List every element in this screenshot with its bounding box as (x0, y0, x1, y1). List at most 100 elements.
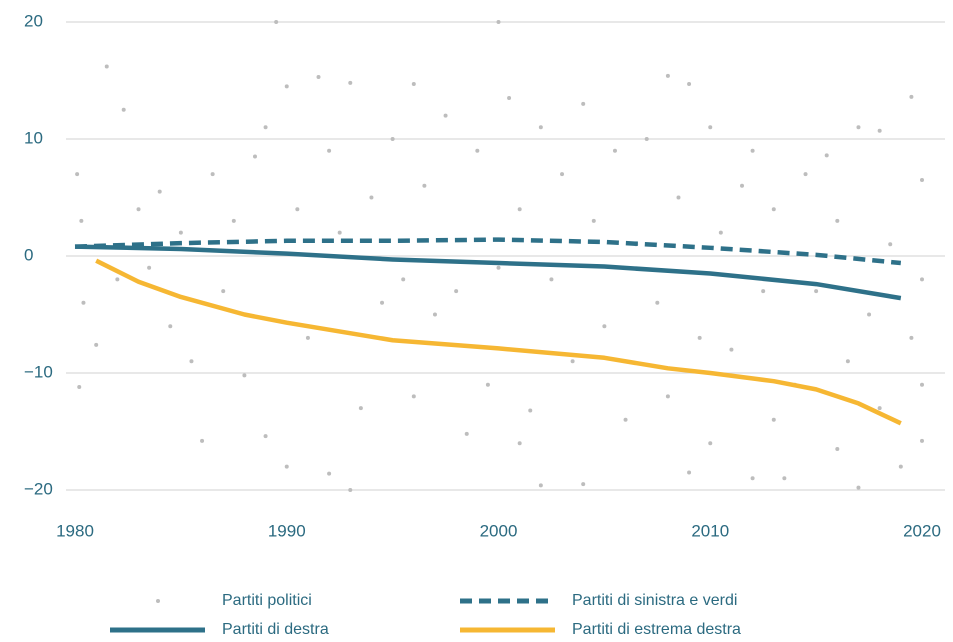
scatter-point (231, 218, 236, 223)
scatter-point (729, 347, 734, 352)
scatter-point (602, 324, 607, 329)
scatter-point (909, 335, 914, 340)
scatter-point (888, 242, 893, 247)
legend-label: Partiti di destra (222, 621, 329, 638)
scatter-point (920, 277, 924, 282)
scatter-point (81, 300, 86, 305)
scatter-point (708, 125, 713, 130)
scatter-point (79, 218, 84, 223)
scatter-point (380, 300, 385, 305)
scatter-point (284, 84, 289, 89)
scatter-point (422, 183, 427, 188)
scatter-point (920, 382, 924, 387)
scatter-point (200, 438, 205, 443)
scatter-point (263, 125, 268, 130)
scatter-point (803, 172, 808, 177)
scatter-point (432, 312, 437, 317)
scatter-point (687, 82, 692, 87)
scatter-point (771, 207, 776, 212)
y-tick-label: 0 (24, 245, 33, 264)
series-line (74, 237, 902, 266)
scatter-point (920, 438, 924, 443)
scatter-point (591, 218, 596, 223)
scatter-point (761, 289, 766, 294)
scatter-point (718, 230, 723, 235)
scatter-point (898, 464, 903, 469)
scatter-point (581, 101, 586, 106)
y-tick-label: 20 (24, 11, 43, 30)
scatter-point (560, 172, 565, 177)
scatter-point (121, 107, 126, 112)
series-line (95, 258, 902, 426)
scatter-point (708, 441, 713, 446)
scatter-point (485, 382, 490, 387)
scatter-point (210, 172, 215, 177)
x-tick-label: 2010 (691, 521, 729, 540)
scatter-point (369, 195, 374, 200)
scatter-point (136, 207, 141, 212)
scatter-point (242, 373, 247, 378)
scatter-point (623, 417, 628, 422)
scatter-point (411, 394, 416, 399)
scatter-point (327, 471, 332, 476)
scatter-point (94, 342, 99, 347)
legend-label: Partiti di sinistra e verdi (572, 592, 737, 609)
scatter-point (835, 447, 840, 452)
scatter-point (517, 441, 522, 446)
x-tick-label: 1980 (56, 521, 94, 540)
scatter-point (665, 394, 670, 399)
scatter-point (814, 289, 819, 294)
scatter-point (274, 20, 279, 24)
scatter-point (104, 64, 109, 69)
scatter-point (824, 153, 829, 158)
scatter-point (168, 324, 173, 329)
scatter-point (549, 277, 554, 282)
scatter-point (845, 359, 850, 364)
scatter-point (877, 128, 882, 133)
scatter-point (115, 277, 120, 282)
scatter-point (157, 189, 162, 194)
scatter-point (496, 265, 501, 270)
scatter-point (856, 125, 861, 130)
scatter-point (538, 125, 543, 130)
scatter-point (221, 289, 226, 294)
scatter-point (189, 359, 194, 364)
y-tick-label: 10 (24, 128, 43, 147)
scatter-point (771, 417, 776, 422)
scatter-point (454, 289, 459, 294)
scatter-point (496, 20, 501, 24)
scatter-point (655, 300, 660, 305)
scatter-point (581, 482, 586, 487)
scatter-point (856, 485, 861, 490)
scatter-point (697, 335, 702, 340)
legend-label: Partiti di estrema destra (572, 621, 741, 638)
scatter-point (920, 177, 924, 182)
scatter-point (835, 218, 840, 223)
scatter-point (740, 183, 745, 188)
scatter-point (284, 464, 289, 469)
scatter-point (570, 359, 575, 364)
scatter-point (909, 94, 914, 99)
scatter-point (644, 137, 649, 141)
scatter-point (676, 195, 681, 200)
y-tick-label: −20 (24, 479, 53, 498)
scatter-point (464, 431, 469, 436)
scatter-point (348, 488, 353, 492)
scatter-point (390, 137, 395, 141)
legend-marker (156, 599, 160, 603)
scatter-point (612, 148, 617, 153)
scatter-point (252, 154, 257, 159)
y-tick-label: −10 (24, 362, 53, 381)
scatter-point (348, 80, 353, 85)
series-line (74, 244, 902, 301)
scatter-point (358, 406, 363, 411)
scatter-point (782, 476, 787, 481)
scatter-point (263, 434, 268, 439)
scatter-point (75, 172, 80, 177)
scatter-point (305, 335, 310, 340)
scatter-point (316, 74, 321, 79)
scatter-point (538, 483, 543, 488)
scatter-point (687, 470, 692, 475)
legend-label: Partiti politici (222, 592, 312, 609)
